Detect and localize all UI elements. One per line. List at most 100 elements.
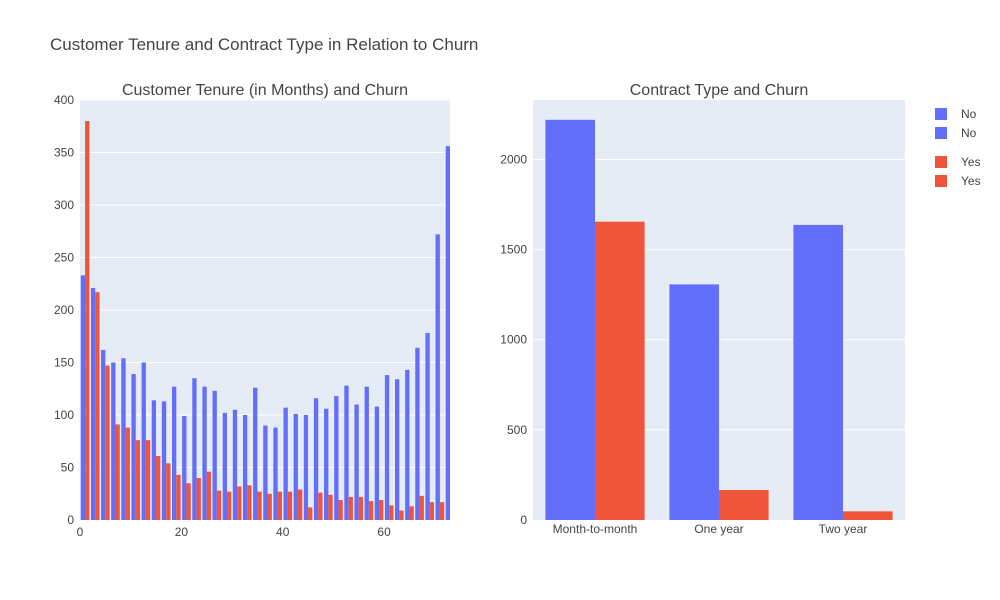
tenure-bar-yes [399, 510, 404, 520]
tenure-bar-no [232, 409, 238, 520]
tenure-bar-yes [166, 463, 171, 520]
tenure-bar-no [303, 415, 309, 520]
legend: No No Yes Yes [935, 107, 981, 188]
tenure-y-tick: 100 [54, 408, 74, 422]
legend-swatch [935, 127, 947, 139]
legend-swatch [935, 156, 947, 168]
tenure-bar-yes [216, 490, 222, 520]
contract-y-tick: 1500 [500, 243, 527, 257]
tenure-bar-yes [85, 121, 90, 520]
contract-y-tick-labels: 0 500 1000 1500 2000 [500, 152, 527, 527]
tenure-bar-yes [135, 440, 141, 520]
tenure-bar-yes [297, 489, 303, 520]
tenure-bar-yes [95, 292, 100, 520]
tenure-bar-yes [176, 474, 181, 520]
tenure-bar-no [405, 369, 410, 520]
tenure-bar-no [171, 386, 177, 520]
tenure-bar-no [90, 287, 96, 520]
figure-title: Customer Tenure and Contract Type in Rel… [50, 35, 478, 54]
tenure-bar-yes [318, 492, 323, 520]
tenure-x-tick: 60 [377, 525, 391, 539]
tenure-bar-no [344, 385, 349, 520]
contract-y-tick: 1000 [500, 333, 527, 347]
tenure-bar-no [334, 396, 339, 520]
tenure-x-tick-labels: 0 20 40 60 [77, 525, 391, 539]
contract-x-tick: One year [694, 522, 743, 536]
tenure-bar-no [182, 416, 187, 520]
legend-swatch [935, 108, 947, 120]
tenure-bar-no [354, 404, 359, 520]
legend-item[interactable]: Yes [935, 155, 981, 169]
tenure-bar-yes [389, 505, 394, 520]
legend-label: No [961, 107, 977, 121]
tenure-y-tick: 0 [67, 513, 74, 527]
tenure-bar-yes [156, 455, 161, 520]
tenure-bar-yes [368, 501, 374, 520]
tenure-bar-yes [419, 495, 424, 520]
contract-x-tick: Two year [819, 522, 868, 536]
tenure-bar-no [384, 375, 390, 520]
tenure-bar-no [364, 386, 369, 520]
tenure-bar-no [273, 427, 278, 520]
legend-label: Yes [961, 174, 981, 188]
tenure-bar-yes [125, 427, 130, 520]
tenure-bar-no [415, 347, 420, 520]
tenure-bar-no [293, 413, 298, 520]
tenure-y-tick: 150 [54, 356, 74, 370]
tenure-bar-yes [226, 491, 232, 520]
tenure-x-tick: 0 [77, 525, 84, 539]
contract-y-tick: 0 [520, 513, 527, 527]
tenure-y-tick: 350 [54, 146, 74, 160]
tenure-bar-yes [186, 483, 191, 520]
contract-subplot: 0 500 1000 1500 2000 Month-to-month One year T… [500, 82, 905, 536]
tenure-bar-no [111, 362, 116, 520]
tenure-bar-yes [257, 491, 262, 520]
tenure-bar-yes [206, 471, 212, 520]
tenure-x-tick: 40 [276, 525, 290, 539]
tenure-bar-no [161, 401, 167, 520]
tenure-bar-no [242, 415, 248, 520]
tenure-bar-yes [277, 491, 282, 520]
tenure-y-tick: 200 [54, 303, 74, 317]
tenure-bar-yes [409, 506, 414, 520]
tenure-bar-yes [358, 496, 364, 520]
tenure-bars [80, 121, 450, 520]
contract-bar-yes [719, 490, 769, 520]
contract-bars [545, 119, 893, 521]
tenure-bar-no [202, 386, 207, 520]
tenure-bar-no [121, 358, 126, 520]
legend-item[interactable]: No [935, 126, 977, 140]
tenure-bar-no [263, 425, 268, 520]
tenure-bar-no [101, 349, 106, 520]
tenure-bar-yes [379, 500, 384, 520]
tenure-bar-no [80, 275, 86, 520]
tenure-bar-no [374, 406, 380, 520]
tenure-bar-yes [348, 496, 353, 520]
legend-label: No [961, 126, 977, 140]
tenure-bar-no [222, 412, 227, 520]
tenure-bar-no [253, 387, 258, 520]
tenure-bar-no [212, 390, 217, 520]
tenure-bar-yes [267, 493, 272, 520]
tenure-y-tick: 300 [54, 198, 74, 212]
tenure-bar-no [141, 362, 146, 520]
tenure-bar-no [324, 408, 329, 520]
contract-bar-no [545, 119, 595, 521]
tenure-chart-title: Customer Tenure (in Months) and Churn [122, 82, 408, 99]
tenure-subplot: 0 50 100 150 200 250 300 350 400 0 20 40 60 Custome… [54, 82, 450, 539]
tenure-bar-yes [308, 507, 313, 520]
tenure-bar-yes [338, 500, 343, 520]
contract-x-tick: Month-to-month [553, 522, 638, 536]
legend-swatch [935, 175, 947, 187]
tenure-bar-no [445, 146, 450, 520]
contract-y-tick: 2000 [500, 152, 527, 166]
tenure-bar-yes [287, 491, 293, 520]
legend-label: Yes [961, 155, 981, 169]
legend-item[interactable]: No [935, 107, 977, 121]
tenure-bar-no [395, 379, 400, 520]
legend-item[interactable]: Yes [935, 174, 981, 188]
contract-x-tick-labels: Month-to-month One year Two year [553, 522, 868, 536]
tenure-bar-no [435, 234, 440, 520]
contract-chart-title: Contract Type and Churn [630, 82, 808, 99]
